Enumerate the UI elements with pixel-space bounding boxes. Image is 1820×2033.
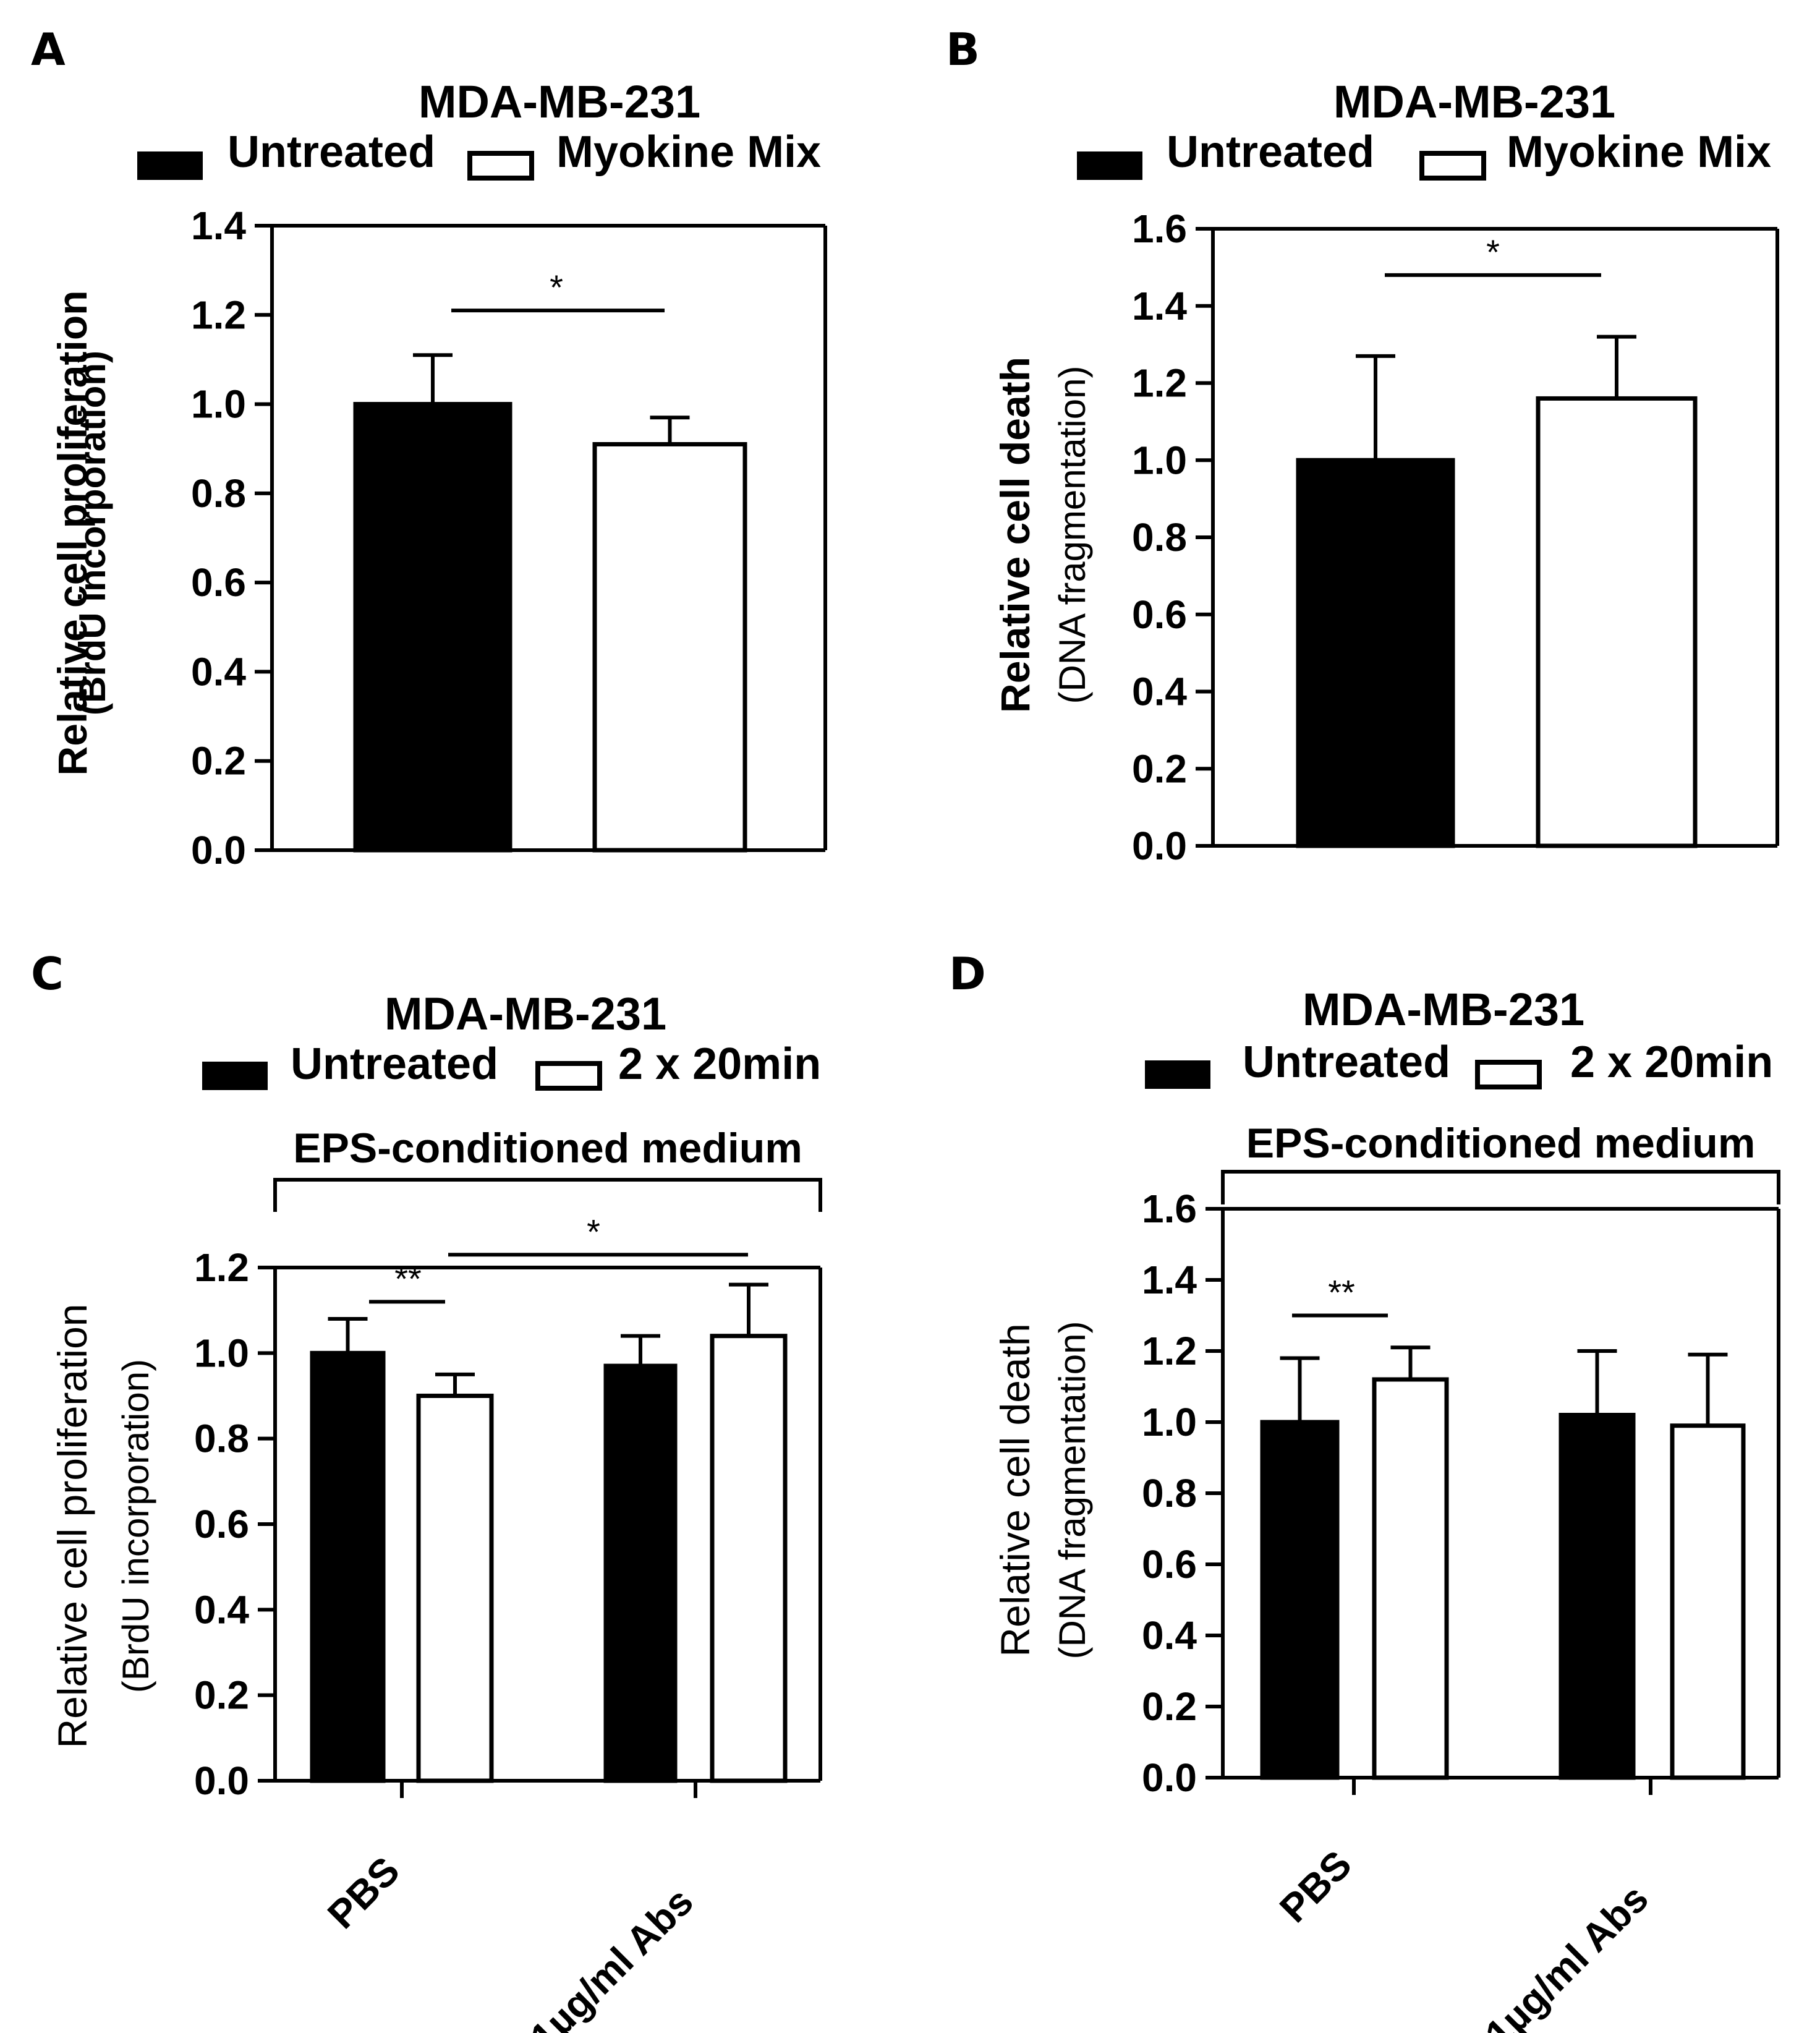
panel-d-bar-treated-1 [1670,1423,1746,1780]
panel-b-ytick-label: 0.6 [1132,592,1187,637]
panel-a-ylabel: Relative cell proliferation [49,291,95,776]
panel-d-legend-swatch-untreated [1145,1060,1210,1089]
panel-a-letter: A [31,23,66,75]
panel-d-xtick-label: 1µg/ml Abs [1476,1876,1657,2033]
panel-a-ytick-label: 1.2 [191,292,246,337]
panel-a-legend-swatch-untreated [137,151,203,180]
panel-d-ytick-label: 1.4 [1142,1258,1197,1302]
panel-c-bar-untreated-0 [310,1350,386,1783]
panel-a-bar-treated [592,442,747,853]
panel-b-ylabel2: (DNA fragmentation) [1052,366,1093,704]
panel-d-ytick-label: 0.8 [1142,1471,1197,1515]
panel-d-xtick-label: PBS [1271,1842,1360,1931]
panel-d-ytick-label: 0.6 [1142,1542,1197,1587]
panel-d-bar-treated-0 [1372,1377,1449,1780]
panel-c-xtick-label: PBS [319,1848,408,1937]
panel-d-letter: D [949,948,986,1000]
panel-d-ytick-label: 1.6 [1142,1187,1197,1231]
panel-d-ytick-label: 0.0 [1142,1755,1197,1800]
panel-a-title: MDA-MB-231 [419,76,700,127]
panel-c-legend-label-treated: 2 x 20min [618,1039,821,1089]
panel-b-ytick-label: 0.0 [1132,824,1187,868]
panel-b-ytick-label: 0.8 [1132,515,1187,560]
panel-d-ytick-label: 1.0 [1142,1400,1197,1444]
panel-b-legend-label-treated: Myokine Mix [1507,127,1771,177]
panel-b-bar-treated [1536,396,1698,848]
panel-c-legend-swatch-untreated [202,1062,268,1090]
panel-b-legend-swatch-treated [1419,151,1486,181]
panel-d-legend-swatch-treated [1475,1060,1542,1089]
panel-c-title: MDA-MB-231 [385,988,666,1039]
panel-b-ytick-label: 1.4 [1132,284,1187,328]
panel-d-bar-untreated-1 [1558,1413,1636,1780]
panel-a-sig-label: * [550,268,563,307]
panel-a-ytick-label: 1.0 [191,382,246,427]
panel-c-ytick-label: 1.2 [194,1245,249,1290]
panel-b-ylabel: Relative cell death [992,357,1038,713]
panel-d-bracket [1221,1170,1780,1204]
panel-d-ytick-label: 1.2 [1142,1329,1197,1373]
panel-a-ytick-label: 0.2 [191,739,246,783]
panel-a-ytick-label: 0.4 [191,649,246,694]
panel-b-sig-label: * [1486,232,1500,271]
panel-b-ytick-label: 1.2 [1132,361,1187,406]
panel-c-xtick-label: 1µg/ml Abs [521,1879,702,2033]
panel-b-legend-swatch-untreated [1077,151,1142,180]
panel-c-bracket [273,1178,822,1212]
panel-c-ylabel: Relative cell proliferation [49,1303,95,1748]
panel-c-bar-treated-1 [710,1334,788,1783]
panel-c-sig-label: * [587,1212,600,1251]
panel-c-ylabel2: (BrdU incorporation) [115,1359,156,1693]
panel-c-ytick-label: 0.8 [194,1417,249,1461]
panel-a-legend-swatch-treated [467,151,534,181]
panel-a-legend-label-treated: Myokine Mix [556,127,821,177]
panel-a-ytick-label: 0.8 [191,471,246,516]
panel-b-ytick-label: 0.4 [1132,670,1187,714]
panel-c-sig-label: ** [394,1259,422,1298]
panel-a-ylabel2: (BrdU incorporation) [72,351,113,715]
panel-b-ytick-label: 1.0 [1132,438,1187,482]
panel-d-sig-label: ** [1328,1273,1355,1312]
panel-a-ytick-label: 0.6 [191,560,246,605]
panel-d-ytick-label: 0.4 [1142,1613,1197,1658]
panel-b-title: MDA-MB-231 [1333,76,1615,127]
panel-d-legend-label-treated: 2 x 20min [1570,1038,1773,1087]
panel-d-bar-untreated-0 [1260,1420,1340,1780]
panel-d-bracket-label: EPS-conditioned medium [1246,1120,1756,1167]
panel-b-ytick-label: 0.2 [1132,746,1187,791]
panel-b-legend-label-untreated: Untreated [1167,127,1374,177]
panel-d-ylabel2: (DNA fragmentation) [1052,1321,1093,1660]
panel-a-ytick-label: 0.0 [191,828,246,872]
panel-d-ytick-label: 0.2 [1142,1684,1197,1729]
panel-a-bar-untreated [353,402,512,853]
panel-a-legend-label-untreated: Untreated [228,127,435,177]
panel-c-ytick-label: 1.0 [194,1331,249,1375]
panel-c-ytick-label: 0.6 [194,1502,249,1546]
panel-d-ylabel: Relative cell death [992,1323,1038,1656]
panel-b-bar-untreated [1296,458,1455,848]
panel-d-title: MDA-MB-231 [1303,984,1584,1035]
panel-c-ytick-label: 0.0 [194,1758,249,1803]
panel-c-bracket-label: EPS-conditioned medium [293,1125,802,1172]
panel-a-ytick-label: 1.4 [191,203,246,248]
panel-c-ytick-label: 0.4 [194,1587,249,1632]
panel-c-bar-untreated-1 [603,1363,678,1783]
panel-c-bar-treated-0 [416,1394,494,1783]
panel-c-legend-swatch-treated [535,1061,602,1091]
panel-b-letter: B [946,23,980,75]
panel-c-letter: C [31,948,64,1000]
panel-b-ytick-label: 1.6 [1132,207,1187,251]
panel-c-legend-label-untreated: Untreated [291,1039,498,1089]
panel-c-ytick-label: 0.2 [194,1673,249,1718]
panel-d-legend-label-untreated: Untreated [1243,1038,1450,1087]
